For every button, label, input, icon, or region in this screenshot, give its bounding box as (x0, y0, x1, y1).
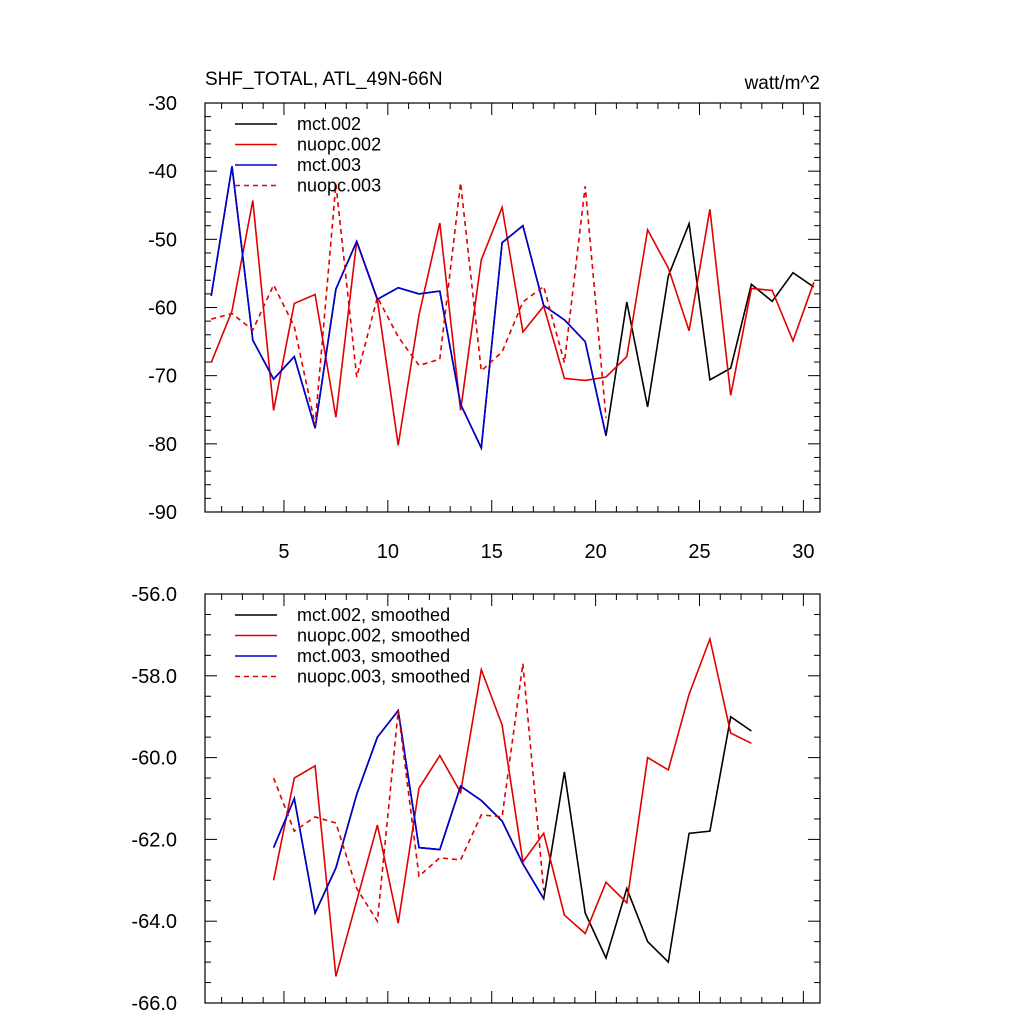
y-tick-label: -62.0 (131, 829, 177, 851)
series-line-mct-003 (210, 166, 607, 451)
legend-label: mct.003, smoothed (297, 646, 450, 666)
legend-label: nuopc.002 (297, 135, 381, 155)
units-label: watt/m^2 (744, 73, 820, 94)
y-tick-label: -80 (148, 434, 177, 456)
y-tick-label: -66.0 (131, 993, 177, 1015)
y-tick-label: -50 (148, 229, 177, 251)
y-tick-label: -70 (148, 366, 177, 388)
y-tick-label: -40 (148, 161, 177, 183)
y-tick-label: -58.0 (131, 666, 177, 688)
x-tick-label: 20 (584, 541, 606, 563)
y-tick-label: -60 (148, 298, 177, 320)
legend-label: nuopc.002, smoothed (297, 626, 470, 646)
y-tick-label: -64.0 (131, 911, 177, 933)
series-line-nuopc-003 (210, 182, 607, 425)
upper-panel: 5 10 15 20 25 30 -30 -40 -50 -60 -70 -80 -90 SHF_TOTA… (148, 69, 821, 563)
legend-label: nuopc.003 (297, 176, 381, 196)
x-tick-label: 30 (792, 541, 814, 563)
lower-panel: -56.0 -58.0 -60.0 -62.0 -64.0 -66.0 mct.002, s… (131, 584, 821, 1015)
legend-label: mct.002 (297, 114, 361, 134)
x-tick-label: 15 (481, 541, 503, 563)
chart-title: SHF_TOTAL, ATL_49N-66N (205, 69, 443, 90)
series-line-mct-003-smoothed (272, 708, 545, 916)
series-line-nuopc-003-smoothed (272, 663, 545, 924)
series-line-mct-002 (210, 166, 815, 451)
series-line-nuopc-002 (210, 200, 815, 446)
x-tick-label: 25 (688, 541, 710, 563)
series-line-nuopc-002-smoothed (272, 636, 752, 977)
y-tick-label: -60.0 (131, 748, 177, 770)
legend-label: mct.003 (297, 155, 361, 175)
y-tick-label: -90 (148, 502, 177, 524)
x-tick-label: 10 (377, 541, 399, 563)
legend-label: mct.002, smoothed (297, 605, 450, 625)
y-tick-label: -56.0 (131, 584, 177, 606)
legend-label: nuopc.003, smoothed (297, 667, 470, 687)
x-tick-label: 5 (278, 541, 289, 563)
y-tick-label: -30 (148, 93, 177, 115)
